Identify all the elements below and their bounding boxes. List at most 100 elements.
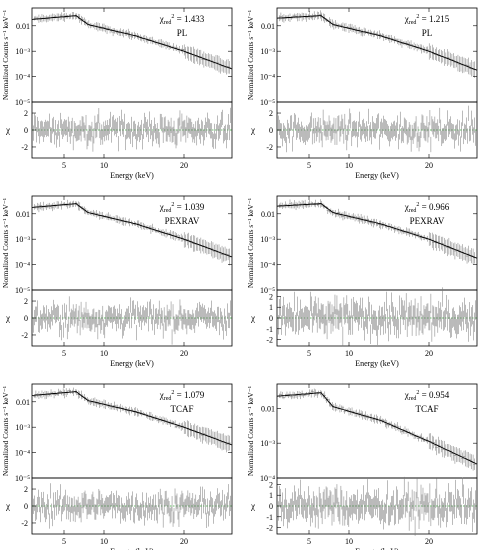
y-tick-label: 10⁻³ <box>260 235 275 244</box>
residual-tick-label: 1 <box>269 303 273 312</box>
residual-data <box>33 483 231 529</box>
spectrum-data <box>278 199 476 265</box>
x-tick-label: 10 <box>100 537 108 546</box>
residual-tick-label: -2 <box>21 331 28 340</box>
spectrum-data <box>278 388 476 471</box>
x-tick-label: 10 <box>100 161 108 170</box>
y-tick-label: 0.01 <box>261 210 275 219</box>
residual-data <box>278 105 476 153</box>
residual-tick-label: 2 <box>269 480 273 489</box>
residual-tick-label: -2 <box>266 143 273 152</box>
x-axis-label: Energy (keV) <box>355 171 399 180</box>
chi2-value: = 0.954 <box>419 390 449 400</box>
y-tick-label: 10⁻⁴ <box>260 474 275 483</box>
y-tick-label: 10⁻³ <box>15 423 30 432</box>
x-tick-label: 20 <box>425 537 433 546</box>
chi2-annotation: χred2 = 1.039 <box>159 202 205 214</box>
y-tick-label: 10⁻⁴ <box>15 261 30 270</box>
x-axis-label: Energy (keV) <box>110 171 154 180</box>
residual-tick-label: 2 <box>24 109 28 118</box>
residual-tick-label: 2 <box>269 292 273 301</box>
residual-tick-label: 2 <box>24 297 28 306</box>
model-line <box>31 15 233 70</box>
residual-tick-label: -1 <box>266 325 273 334</box>
y-axis-label: Normalized Counts s⁻¹ keV⁻¹ <box>246 386 255 476</box>
residual-tick-label: 1 <box>269 491 273 500</box>
residual-axis-label: χ <box>5 313 10 323</box>
model-line <box>276 392 478 465</box>
y-tick-label: 10⁻⁴ <box>260 73 275 82</box>
chi2-value: = 1.215 <box>419 14 449 24</box>
residual-axis-label: χ <box>5 125 10 135</box>
x-tick-label: 10 <box>345 161 353 170</box>
residual-axis-label: χ <box>5 501 10 511</box>
chi2-value: = 1.079 <box>174 390 204 400</box>
y-tick-label: 10⁻⁵ <box>260 286 275 295</box>
x-tick-label: 20 <box>180 349 188 358</box>
chi2-annotation: χred2 = 0.954 <box>404 390 450 402</box>
residual-tick-label: -1 <box>266 513 273 522</box>
chi2-value: = 1.433 <box>174 14 204 24</box>
y-tick-label: 10⁻³ <box>260 439 275 448</box>
y-tick-label: 0.01 <box>261 404 275 413</box>
model-name-label: TCAF <box>415 404 438 414</box>
y-tick-label: 10⁻⁵ <box>15 286 30 295</box>
y-tick-label: 10⁻⁵ <box>15 474 30 483</box>
y-tick-label: 10⁻³ <box>15 235 30 244</box>
y-tick-label: 0.01 <box>16 22 30 31</box>
residual-axis-label: χ <box>250 501 255 511</box>
x-tick-label: 5 <box>307 349 311 358</box>
x-tick-label: 20 <box>180 537 188 546</box>
residual-data <box>278 287 476 347</box>
residual-tick-label: 2 <box>269 109 273 118</box>
y-axis-label: Normalized Counts s⁻¹ keV⁻¹ <box>246 10 255 100</box>
x-tick-label: 10 <box>345 537 353 546</box>
y-tick-label: 10⁻⁴ <box>260 261 275 270</box>
residual-tick-label: -2 <box>21 519 28 528</box>
chi2-annotation: χred2 = 1.433 <box>159 14 205 26</box>
model-line <box>276 203 478 259</box>
x-axis-label: Energy (keV) <box>355 359 399 368</box>
x-tick-label: 5 <box>307 537 311 546</box>
y-tick-label: 10⁻⁵ <box>15 98 30 107</box>
model-line <box>31 203 233 258</box>
x-tick-label: 5 <box>62 537 66 546</box>
x-tick-label: 10 <box>345 349 353 358</box>
chi2-annotation: χred2 = 0.966 <box>404 202 450 214</box>
x-axis-label: Energy (keV) <box>110 547 154 550</box>
y-tick-label: 10⁻⁴ <box>15 73 30 82</box>
x-tick-label: 5 <box>62 161 66 170</box>
chi2-value: = 1.039 <box>174 202 204 212</box>
y-tick-label: 10⁻³ <box>260 47 275 56</box>
residual-tick-label: 0 <box>269 314 273 323</box>
y-tick-label: 0.01 <box>16 398 30 407</box>
x-tick-label: 5 <box>62 349 66 358</box>
y-tick-label: 0.01 <box>261 22 275 31</box>
chi2-value: = 0.966 <box>419 202 449 212</box>
x-tick-label: 5 <box>307 161 311 170</box>
y-tick-label: 10⁻⁵ <box>260 98 275 107</box>
residual-tick-label: 0 <box>269 126 273 135</box>
model-name-label: PEXRAV <box>165 216 200 226</box>
residual-tick-label: 0 <box>269 502 273 511</box>
residual-tick-label: 0 <box>24 502 28 511</box>
residual-tick-label: 0 <box>24 314 28 323</box>
x-tick-label: 10 <box>100 349 108 358</box>
x-tick-label: 20 <box>425 349 433 358</box>
y-axis-label: Normalized Counts s⁻¹ keV⁻¹ <box>246 198 255 288</box>
y-axis-label: Normalized Counts s⁻¹ keV⁻¹ <box>1 386 10 476</box>
chi2-annotation: χred2 = 1.079 <box>159 390 205 402</box>
x-tick-label: 20 <box>180 161 188 170</box>
y-tick-label: 10⁻³ <box>15 47 30 56</box>
chi2-annotation: χred2 = 1.215 <box>404 14 450 26</box>
model-line <box>31 391 233 446</box>
y-tick-label: 10⁻⁴ <box>15 449 30 458</box>
residual-tick-label: -2 <box>266 524 273 533</box>
y-tick-label: 0.01 <box>16 210 30 219</box>
